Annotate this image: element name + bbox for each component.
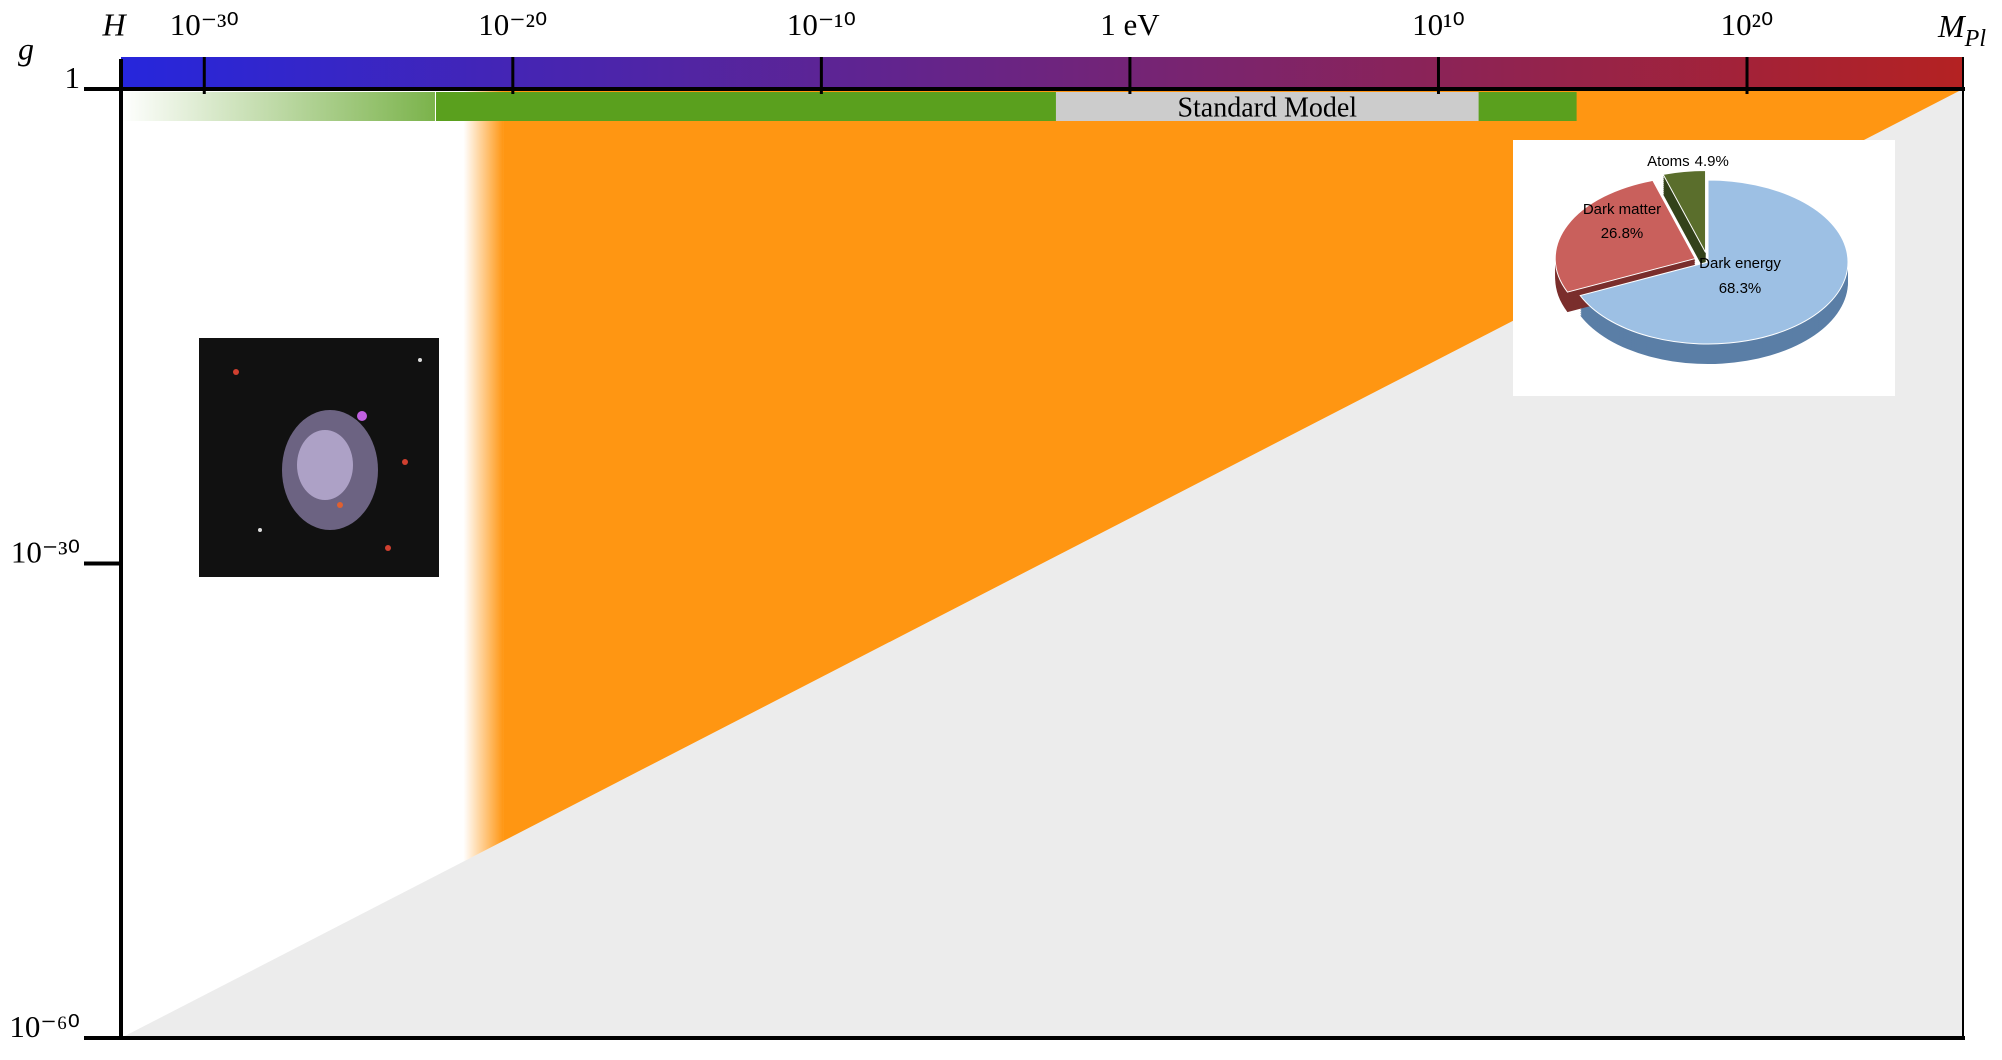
orange-fade	[463, 89, 504, 862]
x-tick-label: 10⁻¹⁰	[787, 7, 856, 42]
pie-value-label: 26.8%	[1601, 225, 1644, 242]
pie-inset: Dark energy 68.3% Dark matter 26.8% Atoms 4.9…	[1513, 140, 1895, 396]
x-tick-label: 1 eV	[1100, 7, 1160, 42]
star	[418, 358, 422, 362]
galaxy-core	[297, 430, 353, 500]
orange-region	[503, 89, 1963, 841]
green-band-fade	[121, 92, 435, 121]
x-tick-label: 10⁻²⁰	[478, 7, 547, 42]
x-right-label-main: M	[1937, 8, 1967, 44]
star	[233, 369, 239, 375]
star	[337, 502, 343, 508]
y-tick-label: 10⁻⁶⁰	[9, 1009, 80, 1044]
x-tick-label: 10²⁰	[1721, 7, 1774, 42]
galaxy-knot	[357, 411, 367, 421]
pie-value-label: 4.9%	[1695, 153, 1729, 170]
y-tick-label: 10⁻³⁰	[11, 535, 80, 570]
pie-value-label: 68.3%	[1719, 280, 1762, 297]
x-left-label: H	[101, 6, 127, 42]
pie-category: Atoms	[1647, 153, 1690, 170]
pie-category: Dark matter	[1583, 201, 1661, 218]
pie-category: Dark energy	[1699, 255, 1781, 272]
pie-label: Atoms 4.9%	[1647, 153, 1729, 170]
pie-slice	[1662, 170, 1707, 253]
x-tick-label: 10¹⁰	[1412, 7, 1465, 42]
standard-model-label: Standard Model	[1177, 92, 1357, 123]
star	[402, 459, 408, 465]
standard-model-band	[1055, 92, 1479, 121]
y-tick-label: 1	[65, 60, 81, 95]
pie-slice	[1554, 179, 1696, 293]
y-axis-label: g	[18, 30, 34, 66]
plot-area: Standard Model 10⁻³⁰ 10⁻²⁰ 10⁻¹⁰ 1 eV 10¹⁰ 10²…	[9, 6, 1986, 1044]
mass-scale-bar	[121, 57, 1963, 87]
x-tick-label: 10⁻³⁰	[170, 7, 239, 42]
star	[258, 528, 262, 532]
pie-slice	[1579, 179, 1849, 345]
galaxy-image	[199, 338, 439, 577]
x-right-label: MPl	[1937, 8, 1986, 51]
x-right-label-sub: Pl	[1964, 26, 1987, 52]
star	[385, 545, 391, 551]
